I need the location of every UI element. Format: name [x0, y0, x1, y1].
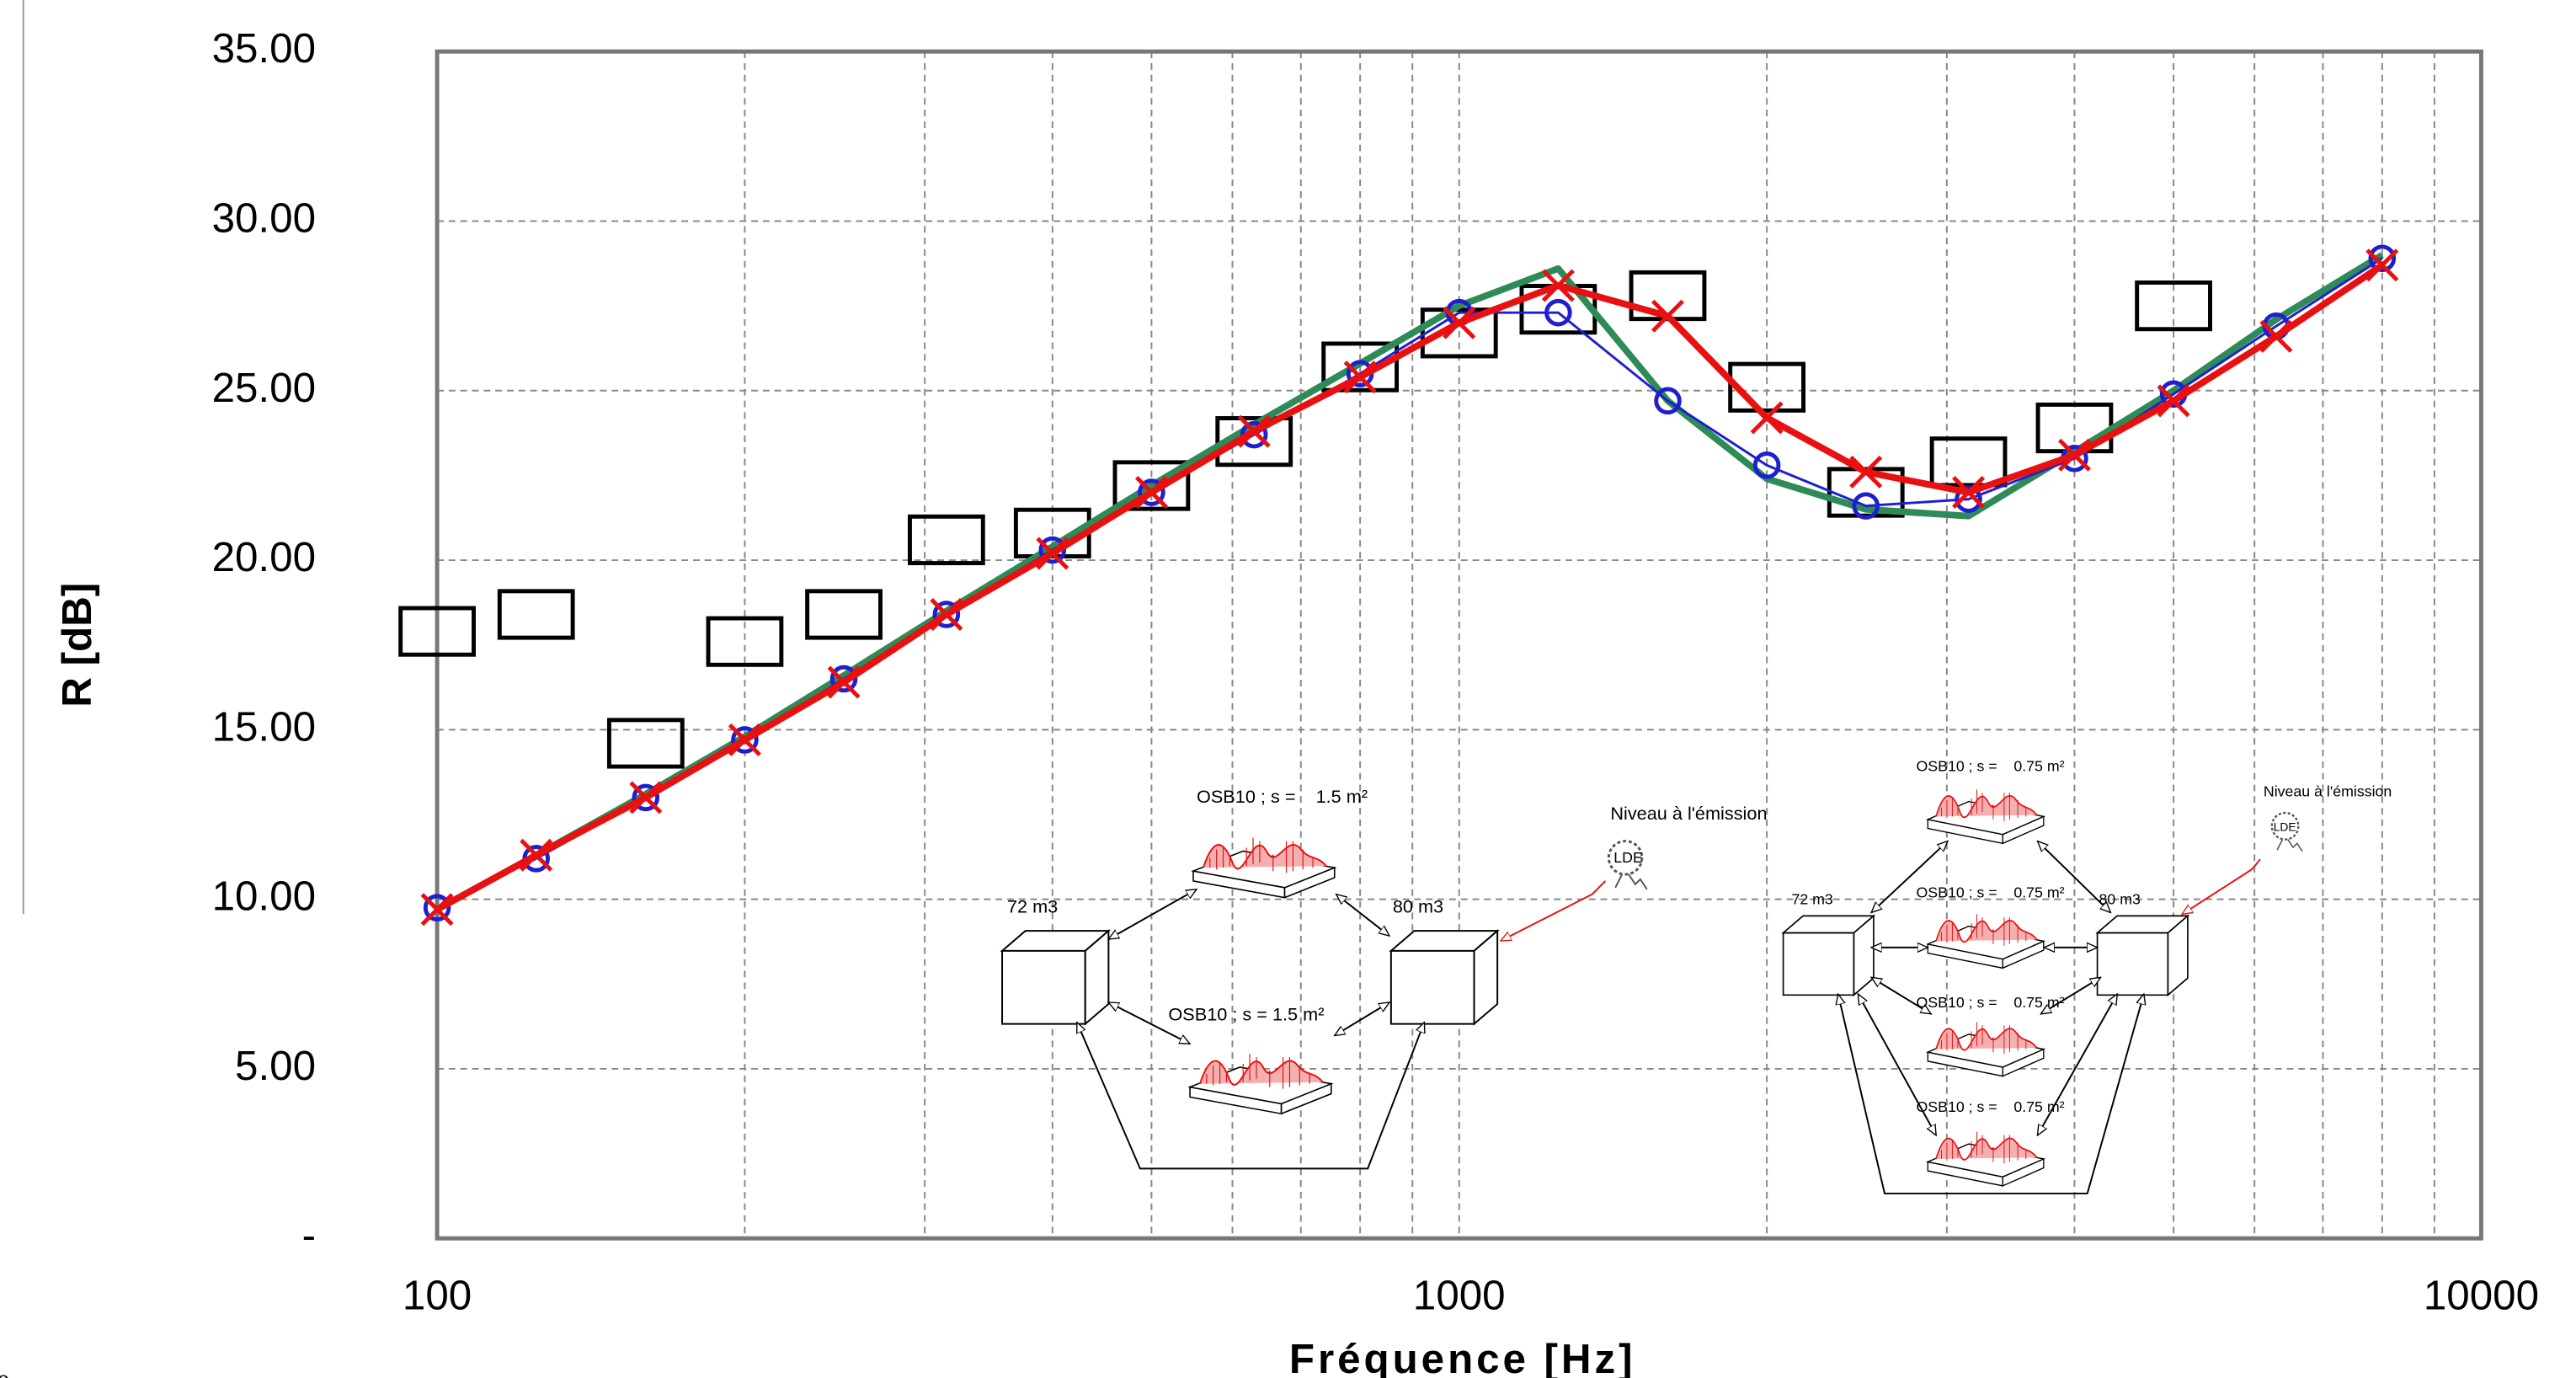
x-marker [1343, 361, 1377, 394]
square-marker [606, 718, 685, 769]
series-line [435, 262, 2385, 913]
x-marker [420, 893, 454, 927]
square-marker [1929, 436, 2008, 488]
circle-marker [1654, 387, 1682, 415]
circle-marker [1544, 298, 1572, 327]
square-marker [1420, 307, 1498, 359]
annotation: 80 m3 [1393, 895, 1443, 916]
x-axis-label: Fréquence [Hz] [1289, 1336, 1636, 1378]
series-line [436, 257, 2383, 910]
x-marker [1651, 299, 1685, 333]
x-marker [827, 665, 861, 699]
annotation: LDE [2274, 820, 2296, 834]
annotation: Niveau à l'émission [1610, 803, 1767, 824]
y-tick-label: 25.00 [212, 365, 316, 411]
square-marker [706, 616, 784, 667]
circle-marker [829, 665, 858, 693]
x-marker [1134, 476, 1168, 510]
circle-marker [932, 601, 961, 628]
x-marker [1541, 269, 1575, 302]
y-tick-label: 35.00 [212, 25, 316, 72]
circle-marker [2368, 244, 2397, 273]
y-tick-label: - [302, 1212, 316, 1258]
x-marker [1952, 476, 1986, 510]
y-tick-label: 20.00 [212, 534, 316, 580]
x-tick-label: 1000 [1413, 1272, 1506, 1318]
x-marker [2259, 319, 2293, 353]
x-marker [1036, 537, 1069, 570]
inset-left: OSB10 ; s = 1.5 m² 72 m3 80 m3 Niveau à … [1001, 786, 1768, 1170]
circle-marker [731, 726, 759, 754]
square-marker [805, 589, 883, 640]
x-tick-label: 10000 [2424, 1272, 2539, 1318]
square-marker [1321, 341, 1400, 393]
grid [436, 51, 2483, 1240]
y-tick-label: 10.00 [212, 873, 316, 920]
x-marker [1750, 401, 1784, 435]
x-marker [728, 723, 761, 756]
plot-frame [435, 49, 2483, 1241]
y-tick-label: 5.00 [235, 1043, 316, 1089]
annotation: OSB10 ; s = 0.75 m² [1916, 758, 2064, 775]
square-marker [1215, 416, 1293, 467]
annotation: LDE [1613, 849, 1643, 866]
square-marker [1728, 361, 1806, 413]
x-marker [1237, 414, 1271, 448]
circle-marker [632, 783, 660, 812]
square-marker [398, 606, 476, 657]
annotation: OSB10 ; s = 1.5 m² [1168, 1004, 1324, 1025]
square-marker [1112, 460, 1191, 511]
x-marker [2057, 438, 2091, 472]
x-marker [2157, 384, 2190, 418]
x-tick-label: 100 [403, 1272, 472, 1318]
series [398, 244, 2399, 927]
inset-right: OSB10 ; s = 0.75 m² Niveau à l'émission … [1782, 758, 2392, 1194]
corner-text: 0 [0, 1370, 10, 1378]
annotation: OSB10 ; s = 1.5 m² [1197, 786, 1368, 807]
annotation: OSB10 ; s = 0.75 m² [1916, 1098, 2064, 1115]
x-marker [930, 597, 963, 631]
circle-marker [1752, 451, 1781, 479]
x-marker [2365, 248, 2399, 282]
annotation: 80 m3 [2099, 891, 2141, 908]
annotation: 72 m3 [1007, 895, 1058, 916]
annotation: Niveau à l'émission [2264, 782, 2392, 799]
circle-marker [1852, 492, 1880, 520]
square-marker [497, 589, 575, 640]
x-marker [520, 838, 553, 872]
x-marker [1849, 455, 1883, 489]
circle-marker [423, 894, 451, 921]
square-marker [907, 514, 985, 565]
annotation: 72 m3 [1791, 891, 1832, 908]
annotation: OSB10 ; s = 0.75 m² [1916, 994, 2064, 1011]
square-marker [2135, 280, 2212, 332]
y-axis-label: R [dB] [54, 583, 100, 708]
x-marker [629, 781, 663, 815]
y-tick-label: 30.00 [212, 195, 316, 242]
circle-marker [1955, 485, 1982, 513]
circle-marker [1138, 478, 1165, 506]
x-marker [1443, 306, 1476, 339]
annotation: OSB10 ; s = 0.75 m² [1916, 884, 2064, 901]
y-tick-label: 15.00 [212, 703, 316, 750]
